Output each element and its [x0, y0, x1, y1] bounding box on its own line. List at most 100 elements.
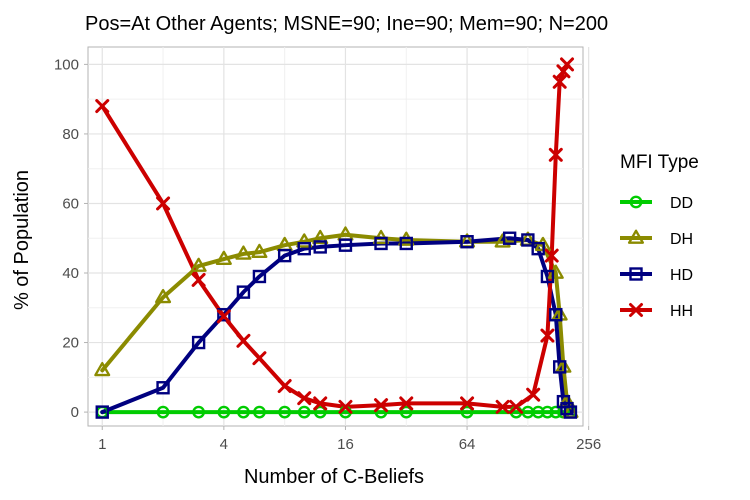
x-tick-label: 1: [98, 436, 106, 453]
data-point-dd: [237, 405, 250, 419]
data-point-hd: [502, 231, 517, 245]
data-point-hd: [217, 308, 231, 322]
chart-title: Pos=At Other Agents; MSNE=90; Ine=90; Me…: [85, 13, 608, 35]
data-point-dh: [190, 257, 207, 272]
data-point-hh: [495, 399, 510, 414]
data-point-hh: [95, 99, 110, 114]
legend-label: DD: [670, 195, 693, 212]
data-point-dd: [297, 405, 311, 419]
data-point-hh: [460, 396, 475, 411]
data-point-hd: [563, 405, 578, 419]
legend-label: HH: [670, 303, 693, 320]
data-point-hd: [297, 241, 311, 256]
data-point-hd: [95, 405, 109, 419]
y-axis-ticks: 0 20 40 60 80 100: [54, 56, 88, 421]
y-tick-label: 0: [71, 404, 79, 421]
y-tick-label: 20: [62, 335, 79, 352]
data-point-hh: [297, 391, 312, 406]
legend-item-dh: DH: [620, 229, 693, 248]
data-point-dd: [541, 405, 554, 419]
x-axis-title: Number of C-Beliefs: [244, 466, 424, 488]
legend-label: DH: [670, 231, 693, 248]
data-point-hh: [252, 351, 267, 366]
data-point-dh: [94, 361, 111, 377]
y-tick-label: 80: [62, 126, 79, 143]
data-point-hh: [399, 396, 414, 411]
data-point-hh: [556, 64, 571, 79]
data-point-hd: [552, 360, 567, 374]
data-point-dd: [278, 405, 292, 419]
data-point-hh: [560, 57, 575, 72]
data-point-hh: [540, 328, 555, 343]
data-point-hd: [191, 335, 206, 350]
legend-key-marker: [627, 229, 645, 244]
data-point-hd: [460, 235, 474, 249]
data-point-hd: [236, 285, 251, 299]
data-point-dd: [460, 405, 474, 419]
legend-title: MFI Type: [620, 152, 699, 173]
data-point-hh: [374, 398, 389, 413]
data-point-hd: [277, 248, 292, 263]
data-point-hd: [540, 269, 555, 284]
data-point-dh: [235, 245, 252, 260]
legend-item-hd: HD: [620, 267, 693, 284]
series-line-hh: [100, 62, 570, 409]
data-point-hh: [156, 196, 171, 211]
data-point-dh: [155, 288, 172, 304]
data-point-hd: [374, 236, 388, 251]
x-tick-label: 4: [220, 436, 228, 453]
legend-items: DD DH HD HH: [620, 195, 693, 320]
data-point-hh: [313, 396, 328, 411]
data-point-dd: [253, 405, 266, 419]
data-point-hd: [399, 236, 413, 251]
data-point-dh: [494, 233, 511, 248]
data-point-hh: [526, 387, 541, 402]
legend-item-hh: HH: [620, 303, 693, 320]
x-tick-label: 64: [459, 436, 476, 453]
data-point-hd: [156, 381, 170, 395]
data-point-dd: [192, 405, 206, 419]
data-point-hh: [509, 399, 524, 414]
data-point-hh: [191, 272, 206, 287]
data-point-dh: [215, 250, 232, 265]
data-point-dh: [251, 243, 268, 259]
data-point-hd: [521, 233, 535, 247]
series-lines: [100, 62, 573, 415]
data-point-dd: [399, 405, 413, 419]
x-tick-label: 16: [337, 436, 354, 453]
data-point-hh: [338, 399, 353, 414]
legend-item-dd: DD: [620, 195, 693, 212]
data-point-hd: [549, 308, 563, 322]
data-point-hd: [338, 238, 353, 252]
data-point-hh: [277, 379, 292, 394]
legend-key-marker: [629, 267, 643, 281]
legend-key-marker: [629, 195, 643, 209]
data-point-dh: [296, 233, 313, 248]
data-point-hd: [560, 401, 574, 416]
legend-label: HD: [670, 267, 693, 284]
y-axis-title: % of Population: [11, 170, 33, 310]
data-point-dd: [156, 405, 170, 419]
data-point-hd: [531, 241, 545, 256]
data-point-hd: [252, 269, 267, 284]
x-axis-ticks: 1 4 16 64 256: [98, 426, 601, 453]
legend: MFI Type DD DH HD HH: [620, 152, 699, 320]
data-point-hh: [236, 333, 251, 348]
data-point-hh: [552, 74, 567, 89]
data-point-hd: [313, 240, 327, 254]
data-point-hh: [216, 309, 231, 324]
y-tick-label: 100: [54, 56, 79, 73]
data-point-dd: [313, 405, 327, 419]
data-point-hd: [556, 394, 571, 409]
y-tick-label: 60: [62, 195, 79, 212]
series-line-hd: [100, 236, 573, 415]
data-point-dd: [217, 405, 231, 419]
series-markers: [94, 57, 579, 419]
y-tick-label: 40: [62, 265, 79, 282]
x-tick-label: 256: [576, 436, 601, 453]
legend-key-marker: [629, 303, 643, 317]
data-point-dh: [312, 229, 329, 245]
data-point-hh: [548, 147, 563, 162]
data-point-hh: [544, 248, 559, 263]
